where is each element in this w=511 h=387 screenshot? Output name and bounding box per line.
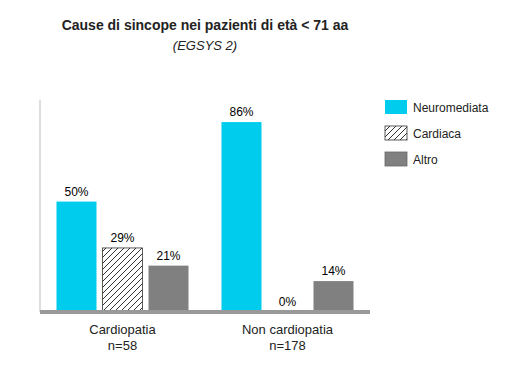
data-label: 21% — [156, 249, 180, 263]
legend: Neuromediata Cardiaca Altro — [385, 100, 489, 167]
legend-label: Altro — [413, 153, 438, 167]
y-axis — [40, 100, 41, 312]
legend-swatch — [385, 126, 407, 140]
x-tick-label: Non cardiopatian=178 — [242, 322, 334, 353]
bar — [149, 266, 189, 312]
legend-swatch — [385, 152, 407, 166]
data-label: 14% — [321, 264, 345, 278]
x-tick-label: Cardiopatian=58 — [89, 322, 156, 353]
bar — [222, 122, 262, 312]
bars — [57, 122, 354, 312]
data-labels: 50% 86% 29% 0% 21% 14% — [64, 105, 345, 309]
baseline — [40, 310, 370, 314]
title: Cause di sincope nei pazienti di età < 7… — [62, 17, 349, 33]
data-label: 0% — [279, 295, 297, 309]
bar — [103, 248, 143, 312]
subtitle: (EGSYS 2) — [173, 38, 237, 53]
legend-swatch — [385, 100, 407, 114]
bar — [57, 202, 97, 312]
legend-label: Cardiaca — [413, 127, 461, 141]
data-label: 86% — [229, 105, 253, 119]
data-label: 50% — [64, 185, 88, 199]
chart: Cause di sincope nei pazienti di età < 7… — [0, 0, 511, 387]
data-label: 29% — [110, 231, 134, 245]
legend-label: Neuromediata — [413, 101, 489, 115]
bar — [314, 281, 354, 312]
